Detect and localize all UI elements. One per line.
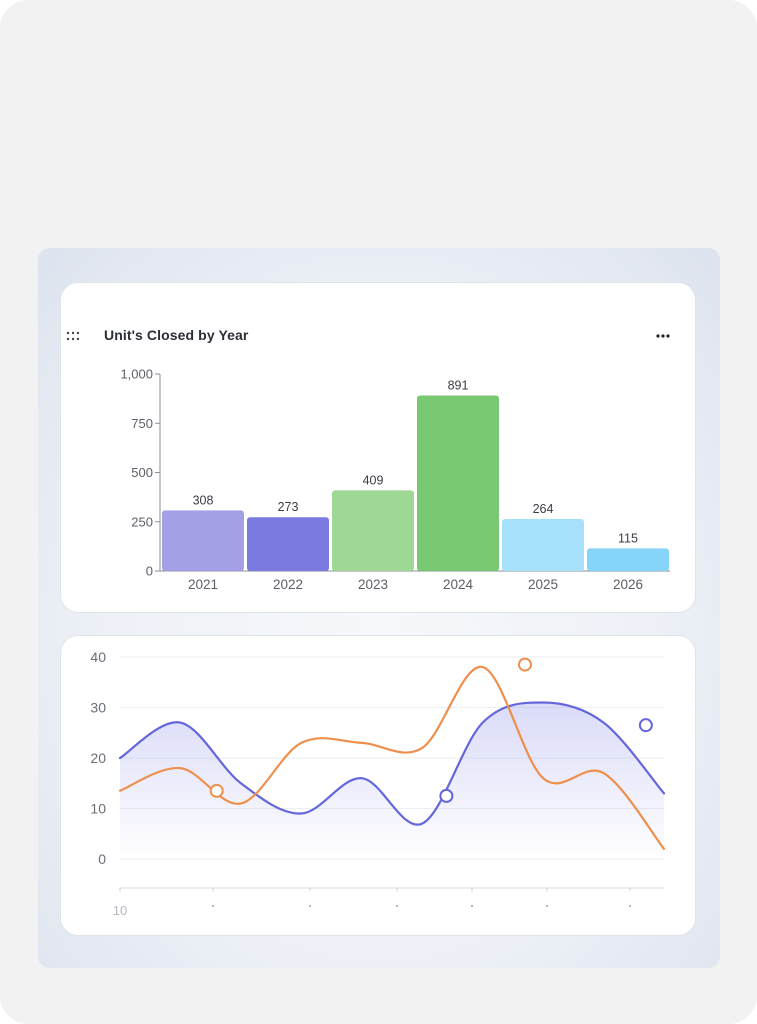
- x-tick-dot: [396, 905, 398, 907]
- bar: [247, 517, 329, 571]
- x-tick-dot: [629, 905, 631, 907]
- series-b-point-marker: [517, 657, 532, 672]
- x-tick-label: 2022: [273, 577, 303, 592]
- bar: [162, 510, 244, 571]
- x-tick-label: 10: [113, 903, 127, 918]
- bar: [417, 395, 499, 571]
- x-tick-dot: [212, 905, 214, 907]
- bar: [502, 518, 584, 571]
- series-b-point-marker: [209, 783, 224, 798]
- bar-value-label: 264: [533, 502, 554, 516]
- series-a-point-marker: [439, 788, 454, 803]
- y-tick-label: 750: [131, 416, 153, 431]
- chart-title: Unit's Closed by Year: [104, 327, 249, 343]
- y-tick-label: 20: [90, 750, 106, 766]
- bar-value-label: 308: [193, 493, 214, 507]
- y-tick-label: 40: [90, 649, 106, 665]
- x-tick-label: 2021: [188, 577, 218, 592]
- series-a-line: [118, 701, 666, 826]
- x-tick-label: 2025: [528, 577, 558, 592]
- more-horizontal-icon[interactable]: [656, 333, 670, 339]
- bar-value-label: 409: [363, 473, 384, 487]
- bar: [587, 548, 669, 571]
- series-a-point-marker: [638, 718, 653, 733]
- x-tick-dot: [309, 905, 311, 907]
- y-tick-label: 30: [90, 700, 106, 716]
- y-tick-label: 1,000: [120, 367, 153, 382]
- bar-value-label: 273: [278, 500, 299, 514]
- drag-handle-icon[interactable]: [66, 331, 80, 341]
- y-tick-label: 10: [90, 801, 106, 817]
- x-tick-dot: [546, 905, 548, 907]
- x-tick-label: 2024: [443, 577, 474, 592]
- y-tick-label: 500: [131, 465, 153, 480]
- y-tick-label: 0: [98, 851, 106, 867]
- bar-value-label: 115: [618, 531, 638, 545]
- y-tick-label: 0: [146, 564, 153, 579]
- x-tick-label: 2026: [613, 577, 643, 592]
- x-tick-label: 2023: [358, 577, 388, 592]
- y-tick-label: 250: [131, 514, 153, 529]
- bar: [332, 490, 414, 571]
- x-tick-dot: [471, 905, 473, 907]
- bar-value-label: 891: [448, 378, 469, 392]
- series-a-area: [120, 702, 664, 859]
